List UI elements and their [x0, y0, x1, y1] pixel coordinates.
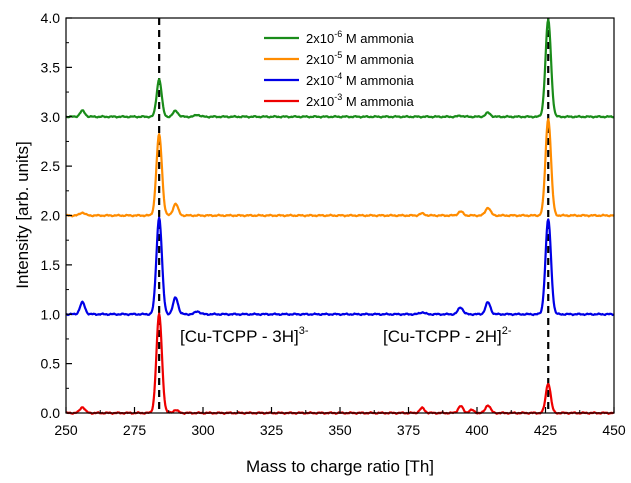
- legend-entry: 2x10-4 M ammonia: [306, 71, 415, 88]
- x-tick-label: 350: [328, 422, 352, 438]
- x-tick-label: 300: [191, 422, 215, 438]
- x-tick-label: 400: [465, 422, 489, 438]
- y-tick-label: 1.5: [41, 257, 61, 273]
- y-tick-label: 3.0: [41, 109, 61, 125]
- y-tick-label: 2.5: [41, 158, 61, 174]
- series-line-0: [65, 18, 615, 119]
- y-tick-label: 1.0: [41, 306, 61, 322]
- x-tick-label: 375: [397, 422, 421, 438]
- x-tick-label: 450: [602, 422, 626, 438]
- x-tick-label: 425: [534, 422, 558, 438]
- x-tick-label: 325: [260, 422, 284, 438]
- legend-entry: 2x10-3 M ammonia: [306, 92, 415, 109]
- y-axis-title: Intensity [arb. units]: [13, 141, 32, 288]
- annotation-label: [Cu-TCPP - 3H]3-: [180, 325, 309, 346]
- x-tick-label: 275: [123, 422, 147, 438]
- x-tick-label: 250: [54, 422, 78, 438]
- y-tick-label: 4.0: [41, 10, 61, 26]
- legend-entry: 2x10-6 M ammonia: [306, 29, 415, 46]
- y-tick-label: 3.5: [41, 59, 61, 75]
- series-line-2: [65, 216, 615, 317]
- legend-entry: 2x10-5 M ammonia: [306, 50, 415, 67]
- y-tick-label: 0.5: [41, 356, 61, 372]
- series-line-1: [65, 117, 615, 218]
- y-tick-label: 0.0: [41, 405, 61, 421]
- x-axis-title: Mass to charge ratio [Th]: [246, 457, 434, 476]
- annotation-label: [Cu-TCPP - 2H]2-: [383, 325, 512, 346]
- y-tick-label: 2.0: [41, 208, 61, 224]
